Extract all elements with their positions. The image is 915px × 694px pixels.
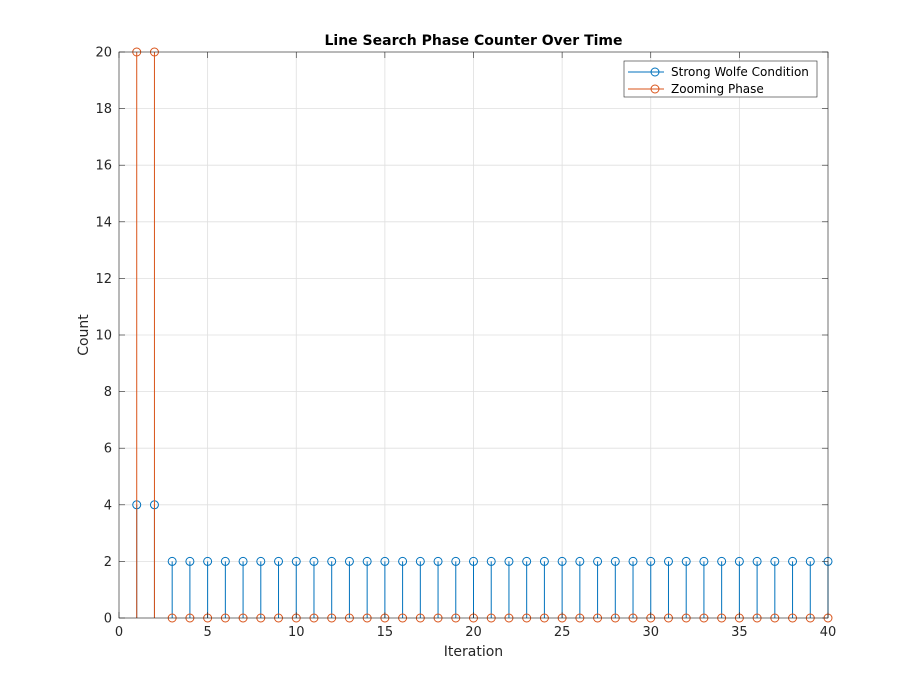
stem-marker [788,556,798,566]
y-axis-label: Count [76,314,92,356]
stem-marker [469,556,478,566]
stem-marker [291,556,301,566]
stem-marker [344,556,354,566]
stem-marker [610,556,620,566]
stem-marker [203,556,213,566]
y-tick-label: 8 [104,385,112,400]
stem-marker [628,556,638,566]
stem-marker [274,556,284,566]
legend-swatch-marker [650,84,660,94]
stem-marker [663,556,673,566]
stem-marker [734,556,744,566]
stem-marker [167,556,177,566]
y-tick-label: 2 [104,555,112,570]
legend-swatch-marker [650,67,660,77]
stem-marker [646,556,656,566]
stem-marker [681,556,691,566]
y-tick-label: 14 [95,215,112,230]
x-tick-label: 40 [820,625,837,640]
x-axis-label: Iteration [444,644,503,660]
x-tick-label: 25 [554,625,571,640]
stem-marker [770,556,780,566]
stem-marker [451,556,461,566]
stem-marker [805,556,815,566]
stem-marker [220,556,230,566]
stem-marker [575,556,585,566]
x-tick-label: 30 [642,625,659,640]
legend-entry: Strong Wolfe Condition [671,65,809,79]
stem-marker [362,556,372,566]
x-tick-label: 0 [115,625,123,640]
legend-box [623,60,818,98]
x-tick-label: 35 [731,625,748,640]
stem-marker [309,556,319,566]
chart-title: Line Search Phase Counter Over Time [324,33,622,49]
y-tick-label: 6 [104,442,112,457]
stem-marker [238,556,248,566]
x-tick-label: 10 [288,625,305,640]
grid-lines [118,51,829,619]
x-tick-label: 20 [465,625,482,640]
stem-marker [185,556,195,566]
y-tick-label: 20 [95,46,112,61]
x-tick-label: 15 [377,625,394,640]
stem-marker [327,556,337,566]
stem-marker [593,556,603,566]
stem-marker [539,556,549,566]
stem-marker [717,556,727,566]
stem-marker [415,556,425,566]
legend: Strong Wolfe Condition Zooming Phase [623,60,818,98]
stem-marker [398,556,408,566]
y-tick-label: 0 [104,612,112,627]
x-tick-label: 5 [203,625,211,640]
y-tick-label: 4 [104,498,112,513]
stem-marker [522,556,532,566]
y-tick-label: 16 [95,159,112,174]
stem-marker [504,556,514,566]
y-tick-label: 10 [95,329,112,344]
y-tick-label: 18 [95,102,112,117]
stem-marker [256,556,266,566]
stem-marker [380,556,390,566]
stem-marker [699,556,709,566]
stem-marker [557,556,567,566]
y-tick-label: 12 [95,272,112,287]
axis-ticks: 0 5 10 15 20 25 30 35 40 0 2 4 6 8 10 12 14 16 18 20 [95,46,836,641]
legend-entry: Zooming Phase [671,82,764,96]
stem-marker [486,556,496,566]
stem-marker [752,556,762,566]
stem-marker [433,556,443,566]
